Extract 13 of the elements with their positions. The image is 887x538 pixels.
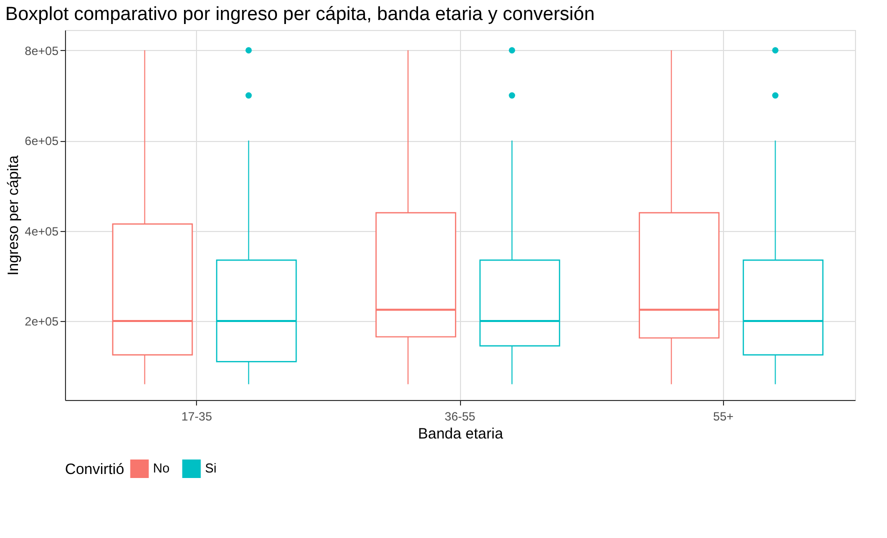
y-axis-title: Ingreso per cápita <box>4 154 22 276</box>
chart-title: Boxplot comparativo por ingreso per cápita, banda etaria y conversión <box>5 4 595 25</box>
x-tick-label: 55+ <box>713 410 734 424</box>
legend-label: No <box>153 460 170 476</box>
legend-label: Si <box>205 460 217 476</box>
x-tick-label: 36-55 <box>444 410 476 424</box>
y-tick-label: 6e+05 <box>24 134 59 148</box>
legend-title: Convirtió <box>65 461 124 478</box>
y-tick-label: 8e+05 <box>24 44 59 58</box>
x-axis-title: Banda etaria <box>418 426 504 442</box>
x-tick-label: 17-35 <box>181 410 212 424</box>
y-tick-label: 2e+05 <box>24 314 59 329</box>
y-tick-label: 4e+05 <box>24 224 59 238</box>
